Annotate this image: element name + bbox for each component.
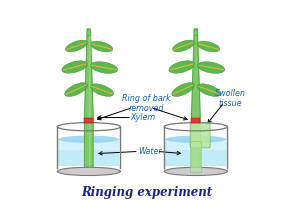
Ellipse shape <box>90 62 118 73</box>
Ellipse shape <box>197 62 225 73</box>
Ellipse shape <box>197 84 221 96</box>
Bar <box>84 118 94 123</box>
Ellipse shape <box>172 40 194 52</box>
Polygon shape <box>192 29 200 171</box>
Text: Ringing experiment: Ringing experiment <box>81 186 212 199</box>
Bar <box>165 139 226 150</box>
Ellipse shape <box>87 30 91 36</box>
Ellipse shape <box>197 41 220 52</box>
Ellipse shape <box>164 167 227 176</box>
FancyBboxPatch shape <box>190 141 201 172</box>
Ellipse shape <box>90 84 114 96</box>
Polygon shape <box>85 29 93 171</box>
Bar <box>191 118 200 123</box>
Bar <box>58 139 119 150</box>
Text: Water: Water <box>139 147 162 156</box>
Ellipse shape <box>65 40 88 52</box>
Bar <box>165 139 226 166</box>
Text: Ring of bark
removed: Ring of bark removed <box>122 94 171 113</box>
Ellipse shape <box>194 30 198 36</box>
FancyBboxPatch shape <box>190 123 210 148</box>
Ellipse shape <box>90 41 113 52</box>
Ellipse shape <box>57 167 120 176</box>
Text: Swollen
tissue: Swollen tissue <box>215 89 246 108</box>
Bar <box>58 139 119 166</box>
Text: Xylem: Xylem <box>130 113 155 122</box>
Ellipse shape <box>62 61 87 73</box>
Ellipse shape <box>165 136 226 143</box>
Ellipse shape <box>172 83 194 97</box>
Ellipse shape <box>169 61 194 73</box>
Ellipse shape <box>58 136 119 143</box>
Ellipse shape <box>65 83 88 97</box>
